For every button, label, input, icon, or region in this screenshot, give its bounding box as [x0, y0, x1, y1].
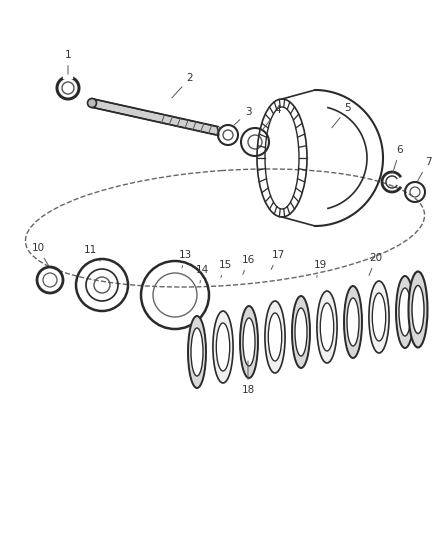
- Text: 3: 3: [233, 107, 251, 125]
- Ellipse shape: [291, 296, 309, 368]
- Ellipse shape: [294, 308, 306, 356]
- Text: 10: 10: [32, 243, 49, 265]
- Ellipse shape: [368, 281, 388, 353]
- Ellipse shape: [320, 303, 333, 351]
- Text: 4: 4: [261, 105, 281, 131]
- Text: 7: 7: [417, 157, 430, 182]
- Ellipse shape: [187, 316, 205, 388]
- Ellipse shape: [395, 276, 413, 348]
- Text: 17: 17: [271, 250, 284, 270]
- Text: 16: 16: [241, 255, 254, 274]
- Ellipse shape: [398, 288, 410, 336]
- Ellipse shape: [316, 291, 336, 363]
- Ellipse shape: [371, 293, 385, 341]
- Text: 11: 11: [83, 245, 100, 261]
- Text: 18: 18: [241, 361, 254, 395]
- Polygon shape: [91, 99, 219, 135]
- Text: 20: 20: [368, 253, 381, 276]
- Ellipse shape: [411, 286, 423, 334]
- Ellipse shape: [268, 313, 281, 361]
- Text: 15: 15: [218, 260, 231, 277]
- Ellipse shape: [243, 318, 254, 366]
- Ellipse shape: [264, 301, 284, 373]
- Text: 5: 5: [331, 103, 350, 128]
- Ellipse shape: [408, 271, 427, 348]
- Ellipse shape: [346, 298, 358, 346]
- Text: 2: 2: [171, 73, 193, 98]
- Text: 14: 14: [195, 265, 208, 283]
- Ellipse shape: [216, 323, 229, 371]
- Circle shape: [87, 99, 96, 108]
- Ellipse shape: [343, 286, 361, 358]
- Ellipse shape: [212, 311, 233, 383]
- Text: 19: 19: [313, 260, 326, 277]
- Text: 1: 1: [64, 50, 71, 74]
- Ellipse shape: [240, 306, 258, 378]
- Ellipse shape: [191, 328, 202, 376]
- Text: 6: 6: [392, 145, 403, 172]
- Text: 13: 13: [178, 250, 191, 268]
